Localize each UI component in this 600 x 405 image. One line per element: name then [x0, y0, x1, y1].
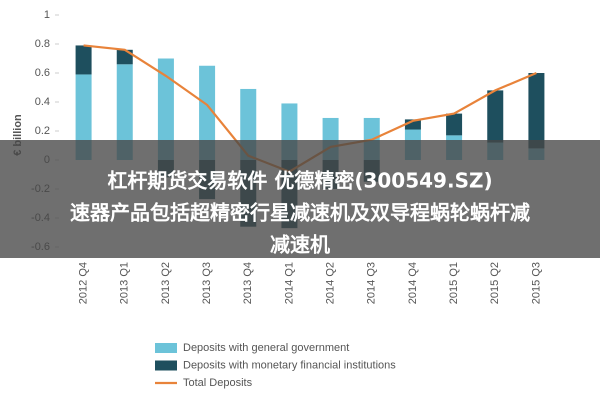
x-tick-label: 2015 Q2	[489, 262, 501, 304]
bar	[116, 64, 133, 160]
bar	[157, 58, 174, 160]
legend-label: Deposits with monetary financial institu…	[183, 359, 396, 371]
x-tick-label: 2014 Q1	[283, 262, 295, 304]
overlay-banner	[0, 140, 600, 258]
x-tick-label: 2015 Q3	[530, 262, 542, 304]
x-tick-label: 2013 Q3	[201, 262, 213, 304]
x-tick-label: 2012 Q4	[77, 262, 89, 304]
legend-label: Deposits with general government	[183, 342, 349, 354]
x-tick-label: 2014 Q2	[324, 262, 336, 304]
bar	[116, 49, 133, 65]
overlay-text: 杠杆期货交易软件 优德精密(300549.SZ)	[107, 169, 492, 193]
bar	[404, 119, 421, 130]
x-tick-label: 2014 Q4	[407, 262, 419, 304]
bar	[487, 90, 504, 143]
overlay-text: 减速机	[270, 233, 330, 257]
bar	[75, 45, 92, 75]
x-tick-label: 2013 Q4	[242, 262, 254, 304]
legend-label: Total Deposits	[183, 377, 253, 389]
bar	[75, 74, 92, 160]
bar	[199, 65, 216, 160]
y-tick-label: 0.2	[35, 125, 50, 137]
y-tick-label: 0.6	[35, 67, 50, 79]
x-tick-label: 2015 Q1	[448, 262, 460, 304]
x-tick-label: 2014 Q3	[366, 262, 378, 304]
x-tick-label: 2013 Q1	[119, 262, 131, 304]
bar	[528, 73, 545, 149]
legend-swatch	[155, 343, 177, 353]
y-tick-label: 1	[44, 9, 50, 21]
x-tick-label: 2013 Q2	[160, 262, 172, 304]
y-tick-label: 0.8	[35, 38, 50, 50]
y-tick-label: 0.4	[35, 96, 50, 108]
bar	[446, 113, 463, 136]
overlay-text: 速器产品包括超精密行星减速机及双导程蜗轮蜗杆减	[70, 201, 530, 225]
legend-swatch	[155, 360, 177, 371]
